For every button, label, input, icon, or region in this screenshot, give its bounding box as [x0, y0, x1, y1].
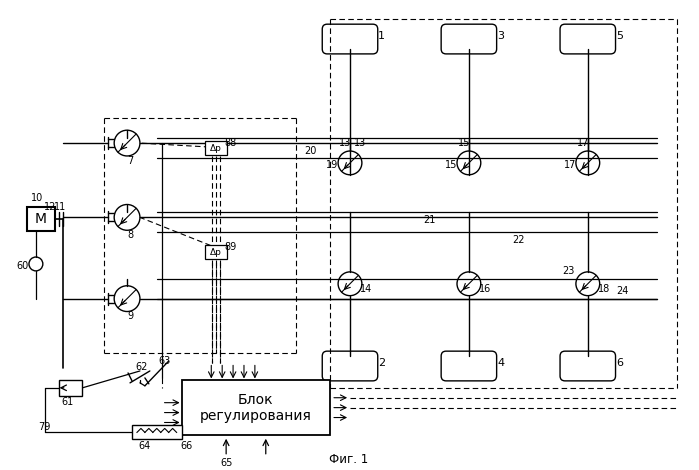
- Text: 13: 13: [354, 138, 366, 148]
- Text: 62: 62: [136, 362, 148, 372]
- Text: 64: 64: [139, 441, 151, 451]
- Text: 7: 7: [127, 156, 133, 166]
- Text: 4: 4: [497, 358, 504, 368]
- Text: 23: 23: [562, 266, 574, 276]
- Bar: [206, 141, 227, 156]
- Text: 5: 5: [616, 31, 623, 41]
- Bar: [206, 245, 227, 259]
- Text: 79: 79: [38, 423, 51, 432]
- Text: 17: 17: [577, 138, 589, 148]
- Text: 65: 65: [220, 458, 232, 468]
- Text: 24: 24: [617, 286, 628, 296]
- Text: 6: 6: [616, 358, 623, 368]
- Bar: [59, 380, 82, 396]
- Text: 60: 60: [16, 261, 28, 271]
- Text: 12: 12: [43, 203, 56, 212]
- Bar: [27, 207, 55, 231]
- Text: M: M: [35, 212, 47, 227]
- Text: 11: 11: [54, 203, 66, 212]
- Text: 15: 15: [445, 160, 457, 170]
- Text: 61: 61: [62, 397, 73, 407]
- Text: Блок: Блок: [238, 393, 274, 407]
- Text: 17: 17: [564, 160, 576, 170]
- Text: Δp: Δp: [210, 143, 222, 153]
- Text: 88: 88: [224, 138, 236, 148]
- Text: 14: 14: [360, 284, 372, 294]
- Text: регулирования: регулирования: [200, 408, 312, 423]
- Text: 89: 89: [224, 242, 236, 252]
- Text: 10: 10: [31, 193, 43, 203]
- Text: 3: 3: [497, 31, 504, 41]
- Text: 22: 22: [512, 235, 525, 245]
- Bar: [182, 380, 330, 435]
- Text: 9: 9: [127, 312, 133, 321]
- Text: Фиг. 1: Фиг. 1: [329, 453, 368, 466]
- Text: 66: 66: [180, 441, 193, 451]
- Text: 13: 13: [339, 138, 351, 148]
- Text: 19: 19: [326, 160, 338, 170]
- Text: 2: 2: [378, 358, 385, 368]
- Text: 18: 18: [598, 284, 610, 294]
- Text: 20: 20: [304, 146, 317, 156]
- Text: Δp: Δp: [210, 248, 222, 257]
- Text: 16: 16: [479, 284, 491, 294]
- Text: 63: 63: [159, 356, 171, 366]
- Text: 8: 8: [127, 230, 133, 240]
- Text: 15: 15: [458, 138, 470, 148]
- Text: 1: 1: [378, 31, 385, 41]
- Text: 21: 21: [423, 215, 435, 225]
- Bar: [132, 425, 182, 439]
